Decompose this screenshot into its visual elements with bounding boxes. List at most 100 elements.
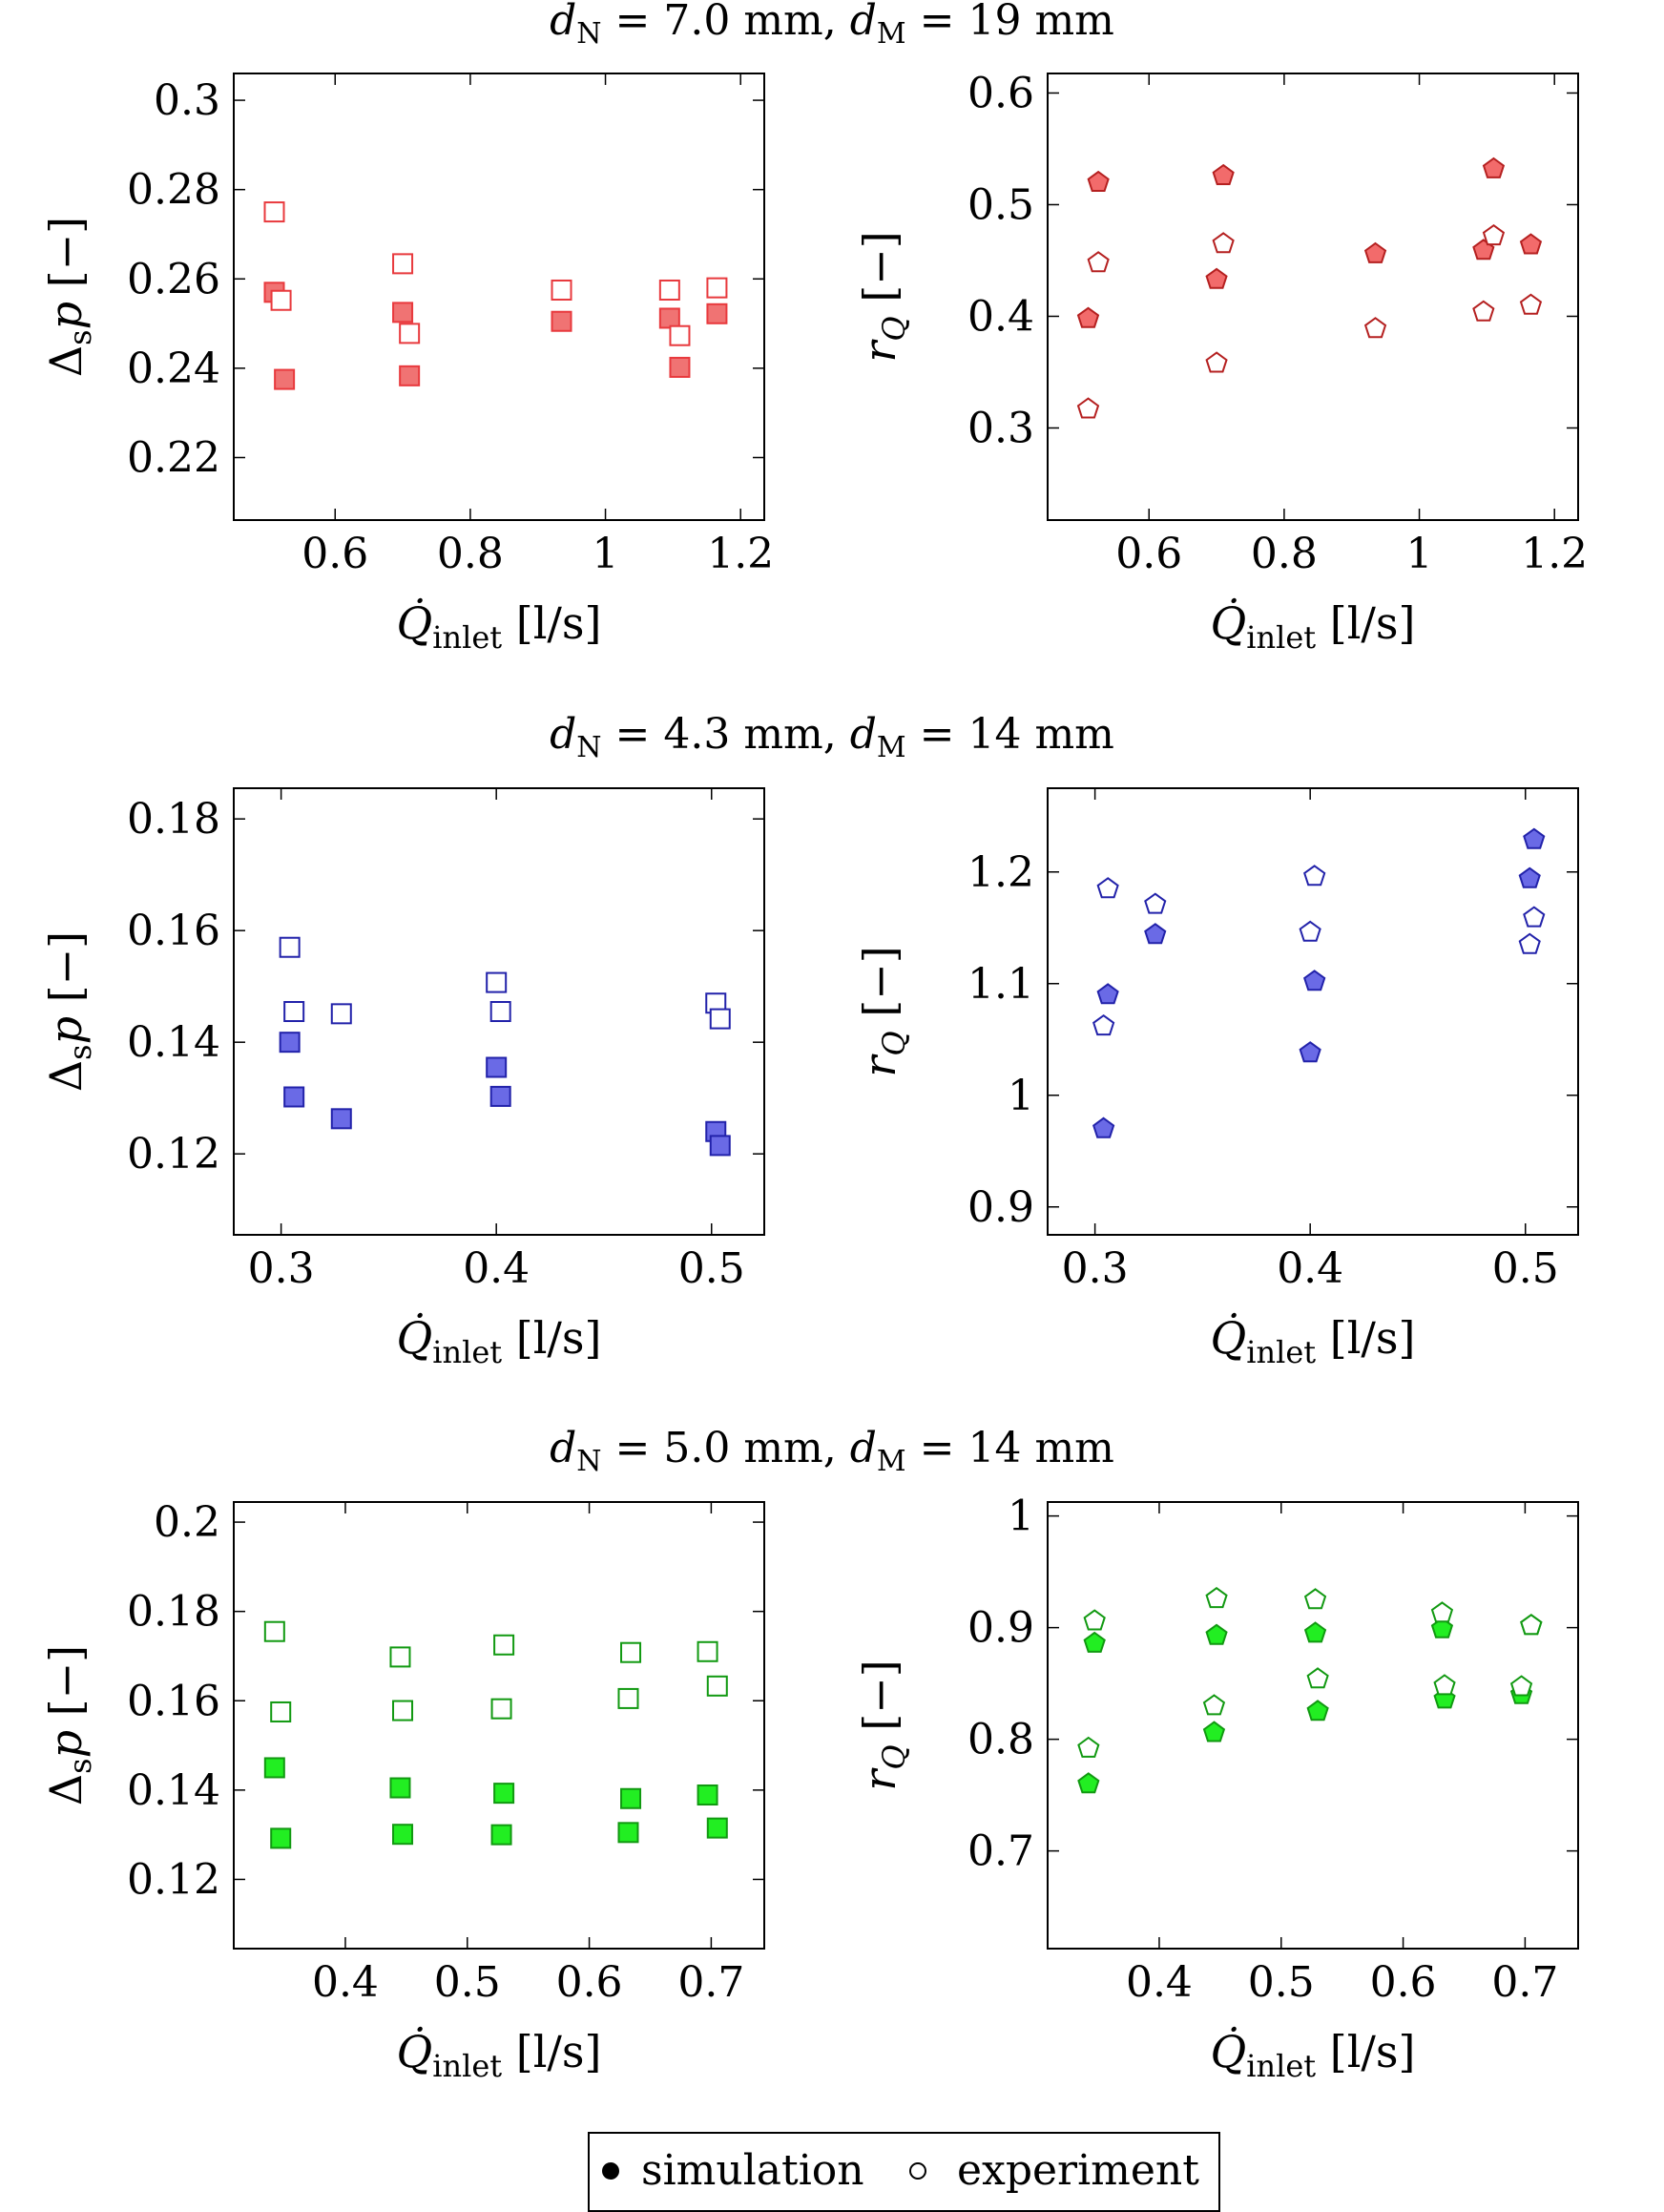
y-tick-label: 0.8 xyxy=(967,1716,1034,1764)
subplot-3: 0.3 0.4 0.5 0.12 0.14 0.16 0.18 xyxy=(127,787,765,1293)
simulation-point xyxy=(1518,866,1541,888)
simulation-point xyxy=(330,1108,352,1130)
simulation-point xyxy=(1092,1116,1115,1138)
y-tick-label: 0.2 xyxy=(154,1498,220,1547)
y-tick-label: 0.22 xyxy=(127,433,220,482)
y-tick-label: 0.9 xyxy=(967,1604,1034,1653)
experiment-point xyxy=(1144,892,1167,914)
simulation-point xyxy=(709,1135,731,1157)
y-tick-label: 1 xyxy=(1008,1492,1034,1541)
x-tick-label: 0.4 xyxy=(1126,1958,1193,2007)
series-simulation xyxy=(1077,1614,1543,1794)
x-axis-label: Q̇inlet [l/s] xyxy=(397,2026,602,2084)
experiment-point xyxy=(1083,1609,1106,1631)
simulation-point xyxy=(1523,827,1546,849)
x-tick-label: 0.5 xyxy=(1492,1244,1559,1293)
simulation-point xyxy=(1363,241,1387,263)
series-experiment xyxy=(263,201,728,346)
x-tick-label: 0.8 xyxy=(1251,530,1318,578)
plot-frame xyxy=(233,787,765,1236)
experiment-point xyxy=(706,277,728,299)
simulation-point xyxy=(669,356,691,378)
simulation-point xyxy=(1303,1621,1327,1643)
x-tick-label: 0.4 xyxy=(312,1958,379,2007)
row-title: dN = 7.0 mm, dM = 19 mm xyxy=(550,0,1114,51)
experiment-point xyxy=(1518,932,1541,954)
y-tick-label: 0.12 xyxy=(127,1855,220,1904)
simulation-point xyxy=(1519,233,1543,255)
y-tick-label: 0.14 xyxy=(127,1018,220,1067)
x-axis-label: Q̇inlet [l/s] xyxy=(397,1312,602,1370)
simulation-point xyxy=(389,1777,411,1799)
y-tick-label: 0.16 xyxy=(127,907,220,955)
experiment-point xyxy=(283,1001,305,1022)
simulation-point xyxy=(706,303,728,324)
series-experiment xyxy=(1077,1586,1543,1758)
experiment-point xyxy=(392,1700,414,1722)
series-experiment xyxy=(263,1620,728,1722)
experiment-point xyxy=(1519,293,1543,315)
series-simulation xyxy=(263,1757,728,1849)
experiment-point xyxy=(279,936,301,958)
simulation-point xyxy=(1144,923,1167,945)
experiment-point xyxy=(1509,1675,1533,1697)
x-axis-label: Q̇inlet [l/s] xyxy=(1211,2026,1416,2084)
simulation-point xyxy=(658,307,680,329)
series-experiment xyxy=(1076,223,1543,419)
simulation-point xyxy=(392,1824,414,1846)
legend: simulation experiment xyxy=(588,2132,1220,2212)
simulation-point xyxy=(490,1824,512,1846)
simulation-point xyxy=(279,1032,301,1054)
experiment-point xyxy=(486,971,508,993)
experiment-point xyxy=(1205,1586,1228,1609)
experiment-legend-marker xyxy=(909,2162,926,2180)
row-title: dN = 5.0 mm, dM = 14 mm xyxy=(550,1424,1114,1478)
experiment-point xyxy=(389,1646,411,1668)
y-tick-label: 1.1 xyxy=(967,960,1034,1009)
y-tick-label: 1.2 xyxy=(967,848,1034,897)
experiment-point xyxy=(493,1634,515,1656)
simulation-point xyxy=(706,1817,728,1839)
experiment-point xyxy=(1482,223,1506,246)
y-tick-label: 0.18 xyxy=(127,1588,220,1637)
y-axis-label: Δsp [−] xyxy=(40,217,98,377)
simulation-point xyxy=(283,1086,305,1108)
simulation-point xyxy=(263,1757,285,1779)
experiment-point xyxy=(330,1003,352,1025)
experiment-point xyxy=(617,1687,639,1709)
y-tick-label: 0.3 xyxy=(967,404,1034,452)
plot-frame xyxy=(1047,787,1579,1236)
simulation-point xyxy=(1077,1772,1100,1794)
plot-frame xyxy=(233,1501,765,1950)
series-simulation xyxy=(263,282,728,390)
simulation-point xyxy=(1202,1721,1226,1742)
y-tick-label: 0.24 xyxy=(127,344,220,393)
simulation-point xyxy=(1299,1041,1321,1063)
experiment-point xyxy=(1523,906,1546,928)
y-tick-label: 0.4 xyxy=(967,292,1034,341)
simulation-point xyxy=(1096,983,1119,1005)
x-tick-label: 1.2 xyxy=(707,530,774,578)
experiment-point xyxy=(1303,1588,1327,1610)
row-title: dN = 4.3 mm, dM = 14 mm xyxy=(550,710,1114,764)
simulation-point xyxy=(274,368,296,390)
experiment-point xyxy=(709,1008,731,1030)
y-tick-label: 0.16 xyxy=(127,1677,220,1725)
experiment-point xyxy=(706,1675,728,1697)
x-tick-label: 0.6 xyxy=(556,1958,623,2007)
y-tick-label: 0.7 xyxy=(967,1827,1034,1876)
y-tick-label: 0.3 xyxy=(154,76,220,125)
experiment-point xyxy=(1092,1013,1115,1036)
simulation-legend-marker xyxy=(602,2162,619,2180)
simulation-point xyxy=(1087,170,1110,192)
x-tick-label: 0.8 xyxy=(437,530,504,578)
x-tick-label: 0.7 xyxy=(1491,1958,1558,2007)
y-tick-label: 0.28 xyxy=(127,166,220,215)
experiment-point xyxy=(658,279,680,301)
x-tick-label: 1 xyxy=(593,530,619,578)
x-tick-label: 1.2 xyxy=(1521,530,1588,578)
simulation-point xyxy=(1205,1623,1228,1645)
experiment-point xyxy=(489,1001,511,1022)
simulation-point xyxy=(486,1056,508,1078)
